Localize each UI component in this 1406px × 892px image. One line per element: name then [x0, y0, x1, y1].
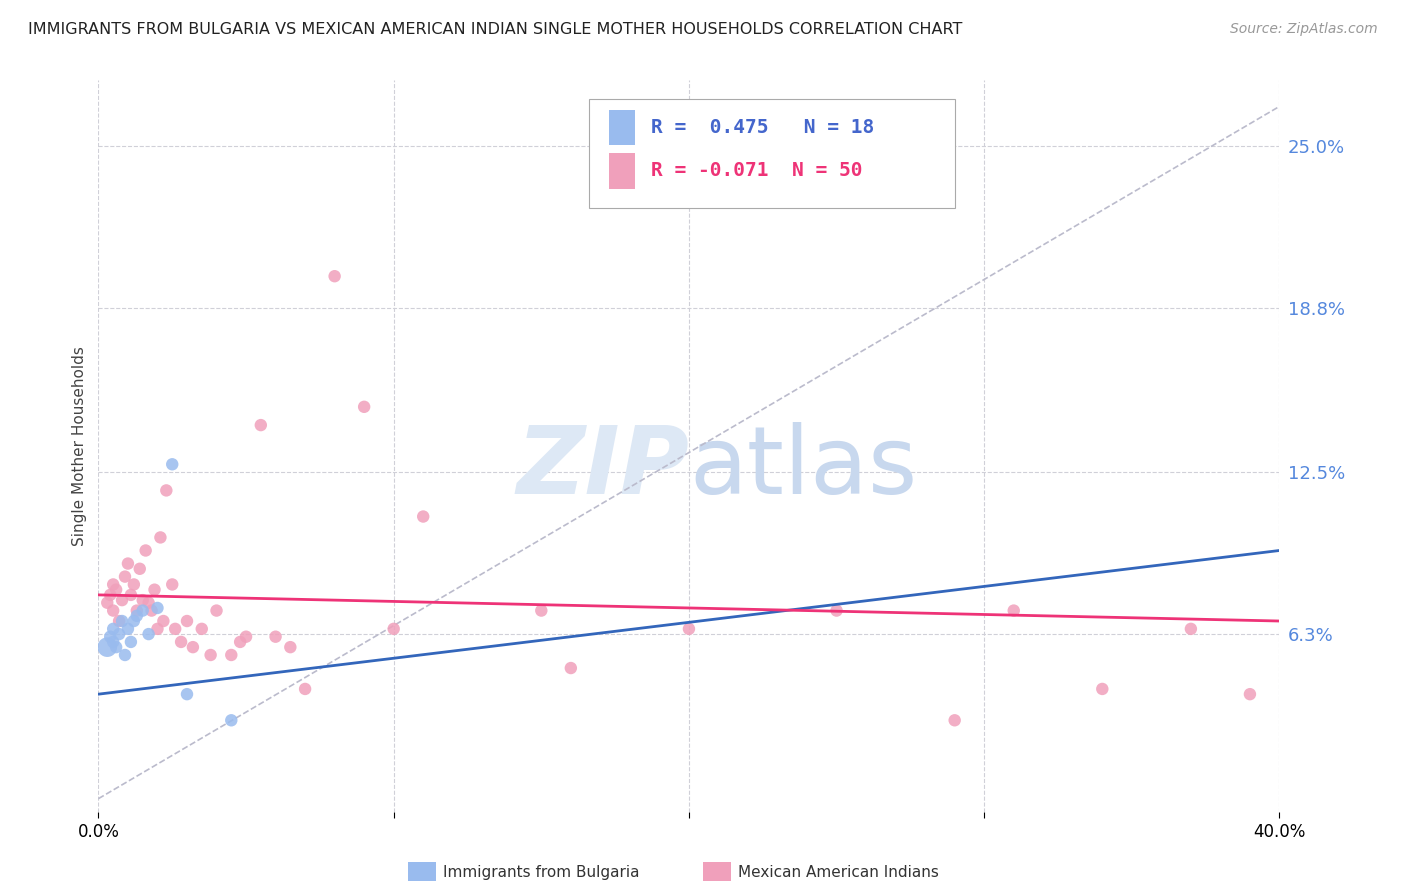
Point	[120, 635, 142, 649]
Point	[146, 601, 169, 615]
Point	[219, 648, 242, 662]
Point	[1002, 604, 1025, 618]
Point	[103, 577, 125, 591]
Point	[128, 562, 150, 576]
Point	[162, 458, 183, 472]
Point	[114, 569, 136, 583]
Point	[219, 714, 242, 728]
Point	[138, 596, 160, 610]
Point	[229, 635, 252, 649]
Point	[191, 622, 214, 636]
Point	[105, 640, 128, 655]
Point	[125, 604, 148, 618]
Point	[205, 604, 228, 618]
Point	[108, 614, 131, 628]
Point	[103, 635, 125, 649]
Point	[122, 577, 145, 591]
Point	[530, 604, 553, 618]
Point	[117, 557, 139, 571]
Point	[176, 614, 198, 628]
Point	[678, 622, 700, 636]
Point	[235, 630, 257, 644]
Text: Mexican American Indians: Mexican American Indians	[738, 865, 939, 880]
Bar	[609, 153, 634, 188]
Point	[323, 269, 346, 284]
Text: R =  0.475   N = 18: R = 0.475 N = 18	[651, 118, 875, 136]
Point	[1239, 687, 1261, 701]
Point	[122, 614, 145, 628]
Point	[141, 604, 163, 618]
Point	[1180, 622, 1202, 636]
Point	[152, 614, 174, 628]
Point	[98, 630, 121, 644]
Point	[250, 418, 273, 433]
Point	[103, 622, 125, 636]
Point	[149, 530, 172, 544]
Point	[1091, 681, 1114, 696]
Point	[264, 630, 287, 644]
Point	[162, 577, 183, 591]
Point	[165, 622, 187, 636]
Point	[96, 640, 118, 655]
Text: Immigrants from Bulgaria: Immigrants from Bulgaria	[443, 865, 640, 880]
Text: Source: ZipAtlas.com: Source: ZipAtlas.com	[1230, 22, 1378, 37]
Point	[135, 543, 157, 558]
Point	[105, 582, 128, 597]
FancyBboxPatch shape	[589, 99, 955, 209]
Text: IMMIGRANTS FROM BULGARIA VS MEXICAN AMERICAN INDIAN SINGLE MOTHER HOUSEHOLDS COR: IMMIGRANTS FROM BULGARIA VS MEXICAN AMER…	[28, 22, 963, 37]
Point	[412, 509, 434, 524]
Point	[98, 588, 121, 602]
Point	[560, 661, 582, 675]
Text: R = -0.071  N = 50: R = -0.071 N = 50	[651, 161, 863, 180]
Point	[132, 604, 155, 618]
Point	[176, 687, 198, 701]
Point	[278, 640, 302, 655]
Point	[825, 604, 848, 618]
Point	[155, 483, 177, 498]
Point	[200, 648, 222, 662]
Point	[170, 635, 193, 649]
Text: atlas: atlas	[689, 422, 917, 514]
Point	[111, 593, 134, 607]
Point	[125, 608, 148, 623]
Point	[96, 596, 118, 610]
Point	[143, 582, 166, 597]
Point	[117, 622, 139, 636]
Point	[111, 614, 134, 628]
Point	[353, 400, 375, 414]
Point	[181, 640, 204, 655]
Point	[114, 648, 136, 662]
Bar	[609, 110, 634, 145]
Point	[120, 588, 142, 602]
Point	[294, 681, 316, 696]
Y-axis label: Single Mother Households: Single Mother Households	[72, 346, 87, 546]
Text: ZIP: ZIP	[516, 422, 689, 514]
Point	[103, 604, 125, 618]
Point	[382, 622, 405, 636]
Point	[943, 714, 966, 728]
Point	[146, 622, 169, 636]
Point	[138, 627, 160, 641]
Point	[132, 593, 155, 607]
Point	[108, 627, 131, 641]
